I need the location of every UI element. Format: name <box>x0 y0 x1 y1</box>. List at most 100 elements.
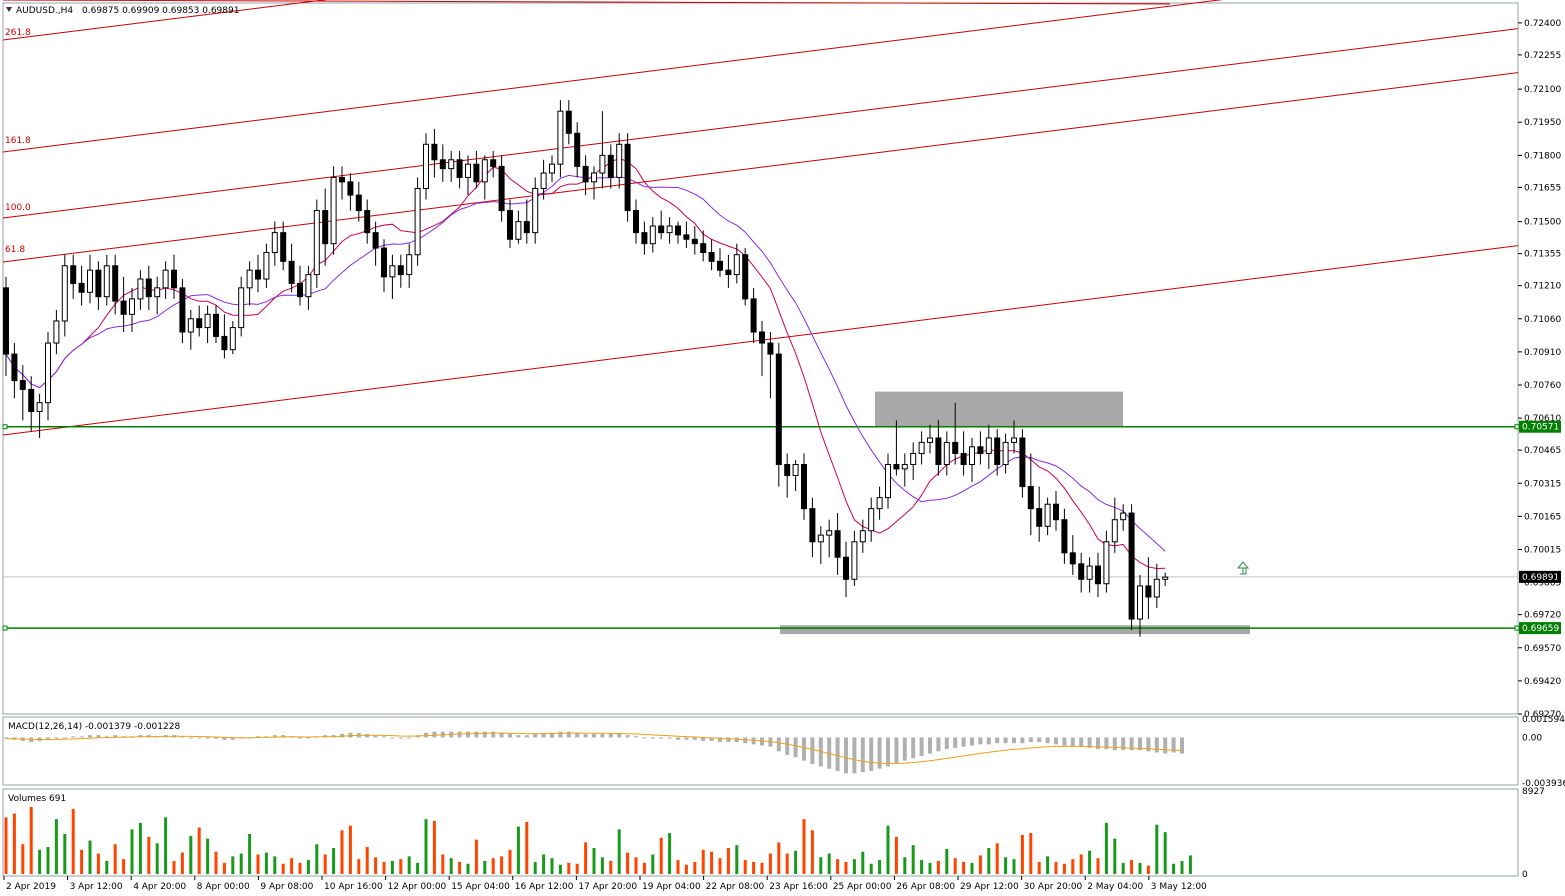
fib-label-161: 161.8 <box>5 136 31 146</box>
volume-bar <box>105 860 109 874</box>
macd-bar <box>860 737 865 773</box>
supply-demand-zones <box>780 391 1250 635</box>
macd-bar <box>894 737 899 763</box>
candle <box>3 276 9 377</box>
volume-bar <box>886 825 890 874</box>
demand-zone <box>780 625 1250 635</box>
macd-bar <box>457 731 462 738</box>
price-tick-label: 0.69420 <box>1524 677 1561 687</box>
macd-panel[interactable] <box>2 716 1519 786</box>
candle <box>1162 572 1169 586</box>
volume-bar <box>693 861 697 874</box>
candle <box>767 332 774 399</box>
candle <box>1027 453 1034 536</box>
macd-bar <box>508 733 512 738</box>
volume-bar <box>844 861 848 874</box>
volume-label: Volumes 691 <box>8 794 66 804</box>
candle <box>733 243 740 284</box>
candle <box>45 332 51 421</box>
price-tick-label: 0.71355 <box>1524 250 1561 260</box>
macd-bar <box>214 737 218 739</box>
candle <box>255 254 261 293</box>
volume-bar <box>231 856 235 874</box>
candle <box>834 513 841 575</box>
volume-bar <box>256 854 260 874</box>
time-tick-label: 10 Apr 16:00 <box>324 882 383 892</box>
level-handle[interactable] <box>2 625 8 631</box>
macd-bar <box>398 737 403 739</box>
price-panel[interactable] <box>2 2 1519 715</box>
macd-bar <box>1045 737 1050 744</box>
macd-bar <box>466 731 470 738</box>
candle <box>1036 486 1043 542</box>
macd-bar <box>877 737 882 769</box>
volume-bar <box>382 861 386 874</box>
candle <box>481 155 488 200</box>
arrow-up-icon[interactable] <box>1236 561 1250 575</box>
time-tick-label: 15 Apr 04:00 <box>451 882 510 892</box>
price-tick-label: 0.71950 <box>1524 118 1561 128</box>
volume-bar <box>248 834 252 874</box>
volume-bar <box>441 854 445 874</box>
level-handle[interactable] <box>1514 424 1520 430</box>
macd-bar <box>298 737 302 739</box>
macd-bar <box>491 731 496 738</box>
volume-bar <box>332 847 336 874</box>
volume-bar <box>659 837 663 874</box>
macd-bar <box>390 737 395 739</box>
volume-bar <box>651 854 655 874</box>
candle <box>448 150 455 182</box>
volume-bar <box>122 859 126 874</box>
volume-bar <box>760 862 764 874</box>
macd-bar <box>1129 737 1134 751</box>
macd-bar <box>810 737 815 765</box>
volume-bar <box>491 858 495 874</box>
volume-bar <box>676 860 680 874</box>
candle <box>465 155 471 196</box>
macd-bar <box>995 737 1000 744</box>
candle <box>851 530 858 586</box>
volume-bar <box>54 819 58 874</box>
volume-bar <box>634 857 638 874</box>
candle <box>607 144 614 189</box>
candle <box>742 248 749 306</box>
macd-bar <box>541 732 546 738</box>
horizontal-levels[interactable] <box>2 424 1520 631</box>
volume-bar <box>1138 862 1142 874</box>
candle <box>985 424 992 469</box>
macd-bar <box>684 737 689 740</box>
time-tick-label: 17 Apr 20:00 <box>578 882 637 892</box>
price-tick-label: 0.70165 <box>1524 512 1561 522</box>
volume-bar <box>609 860 613 874</box>
candle <box>1069 535 1076 575</box>
macd-bar <box>1121 737 1126 751</box>
macd-bar <box>256 736 260 738</box>
volume-bar <box>768 853 772 874</box>
price-tick-label: 0.70315 <box>1524 479 1561 489</box>
volume-bar <box>894 836 898 874</box>
volume-panel[interactable] <box>2 788 1519 877</box>
support-price-tag-text: 0.69659 <box>1522 624 1559 634</box>
macd-bar <box>79 736 84 738</box>
time-tick-label: 3 Apr 12:00 <box>70 882 123 892</box>
volume-tick-label: 8927 <box>1522 787 1545 797</box>
volume-bar <box>1062 863 1066 874</box>
macd-bar <box>642 737 647 739</box>
candle <box>397 254 404 288</box>
volume-bar <box>80 849 84 874</box>
volume-bar <box>1012 859 1016 874</box>
macd-bar <box>1154 737 1159 753</box>
level-handle[interactable] <box>2 424 8 430</box>
fib-line <box>2 0 1224 153</box>
time-tick-label: 22 Apr 08:00 <box>706 882 765 892</box>
level-handle[interactable] <box>1514 625 1520 631</box>
macd-bar <box>516 735 521 738</box>
macd-bar <box>726 737 731 743</box>
volume-bar <box>642 862 646 874</box>
candle <box>532 177 539 244</box>
candle <box>893 420 900 476</box>
volume-bar <box>222 862 226 874</box>
candle <box>490 150 497 178</box>
